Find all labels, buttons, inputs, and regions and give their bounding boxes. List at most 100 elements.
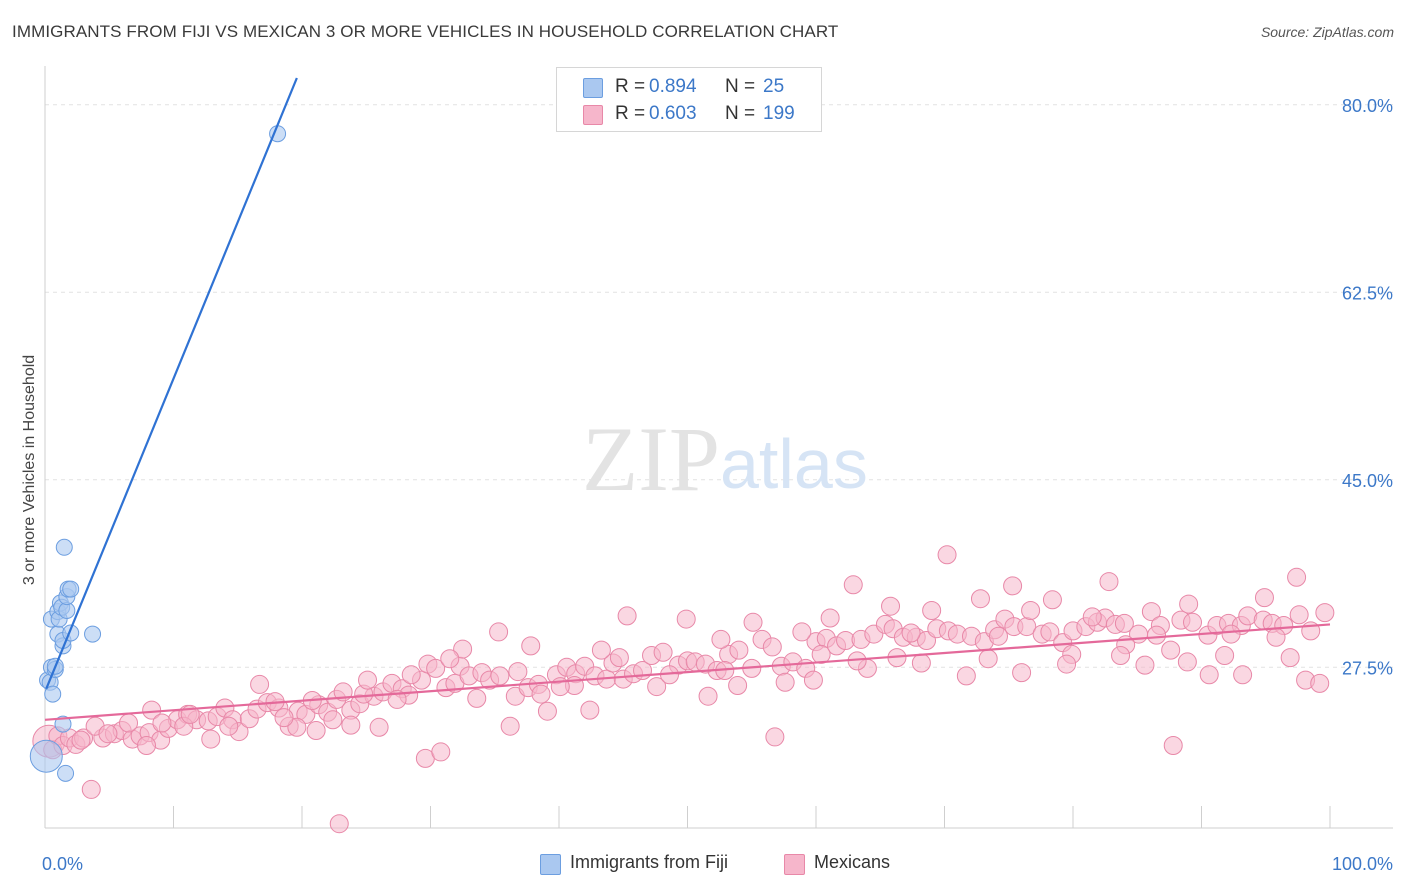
mexicans-point xyxy=(647,677,667,697)
mexicans-point xyxy=(287,717,307,737)
mexicans-point xyxy=(811,644,831,664)
mexicans-point xyxy=(743,612,763,632)
mexicans-point xyxy=(508,662,528,682)
mexicans-point xyxy=(453,639,473,659)
mexicans-point xyxy=(521,636,541,656)
mexicans-point xyxy=(1042,590,1062,610)
mexicans-point xyxy=(531,684,551,704)
mexicans-point xyxy=(440,649,460,669)
mexicans-point xyxy=(467,688,487,708)
fiji-point xyxy=(57,764,75,782)
mexicans-point xyxy=(323,710,343,730)
mexicans-point xyxy=(1135,655,1155,675)
fiji-trend-line xyxy=(45,77,298,690)
mexicans-point xyxy=(119,713,139,733)
legend-row-mexicans: R = 0.603 N = 199 xyxy=(557,101,821,127)
mexicans-point xyxy=(956,666,976,686)
mexicans-point xyxy=(970,589,990,609)
mexicans-point xyxy=(329,814,349,834)
mexicans-point xyxy=(1215,646,1235,665)
source-credit: Source: ZipAtlas.com xyxy=(1260,24,1394,40)
mexicans-point xyxy=(306,721,326,740)
mexicans-point xyxy=(911,653,931,673)
mexicans-point xyxy=(937,545,957,565)
mexicans-point xyxy=(901,623,921,643)
mexicans-point xyxy=(1141,602,1161,622)
mexicans-point xyxy=(431,742,451,762)
n-value: 199 xyxy=(763,103,795,124)
legend-label-mexicans: Mexicans xyxy=(814,852,891,872)
mexicans-point xyxy=(988,626,1008,646)
fiji-point xyxy=(29,739,63,773)
mexicans-trend-line xyxy=(44,623,1331,721)
mexicans-point xyxy=(609,648,629,668)
fiji-point xyxy=(44,685,62,703)
n-label: N = xyxy=(725,103,756,124)
mexicans-point xyxy=(1289,605,1309,625)
mexicans-point xyxy=(803,670,823,690)
r-label: R = xyxy=(615,103,646,124)
mexicans-point xyxy=(1177,652,1197,672)
fiji-swatch xyxy=(583,78,603,98)
mexicans-point xyxy=(489,622,509,642)
mexicans-point xyxy=(401,665,421,685)
mexicans-point xyxy=(98,724,118,744)
mexicans-point xyxy=(1099,572,1119,592)
mexicans-point xyxy=(591,640,611,660)
fiji-point xyxy=(55,538,73,556)
watermark-atlas: atlas xyxy=(720,425,868,503)
mexicans-point xyxy=(698,686,718,706)
correlation-legend: R = 0.894 N = 25 R = 0.603 N = 199 xyxy=(556,67,822,132)
chart-title: IMMIGRANTS FROM FIJI VS MEXICAN 3 OR MOR… xyxy=(12,22,839,41)
mexicans-point xyxy=(490,666,510,686)
mexicans-point xyxy=(1163,736,1183,755)
mexicans-point xyxy=(1003,576,1023,596)
n-label: N = xyxy=(725,76,756,97)
mexicans-point xyxy=(843,575,863,595)
mexicans-swatch xyxy=(583,105,603,125)
y-tick-label: 45.0% xyxy=(1342,471,1393,491)
legend-row-fiji: R = 0.894 N = 25 xyxy=(557,74,821,100)
mexicans-point xyxy=(922,601,942,620)
mexicans-point xyxy=(1183,612,1203,632)
mexicans-points xyxy=(32,545,1335,834)
mexicans-point xyxy=(219,716,239,736)
mexicans-point xyxy=(341,715,361,735)
mexicans-point xyxy=(580,700,600,720)
y-tick-label: 80.0% xyxy=(1342,96,1393,116)
mexicans-point xyxy=(1012,663,1032,683)
mexicans-point xyxy=(1315,603,1335,623)
tick-labels: 27.5% 45.0% 62.5% 80.0% 0.0% 100.0% xyxy=(42,96,1393,874)
mexicans-point xyxy=(1221,624,1241,644)
fiji-point xyxy=(54,715,72,733)
axes xyxy=(44,66,1393,829)
mexicans-point xyxy=(617,606,637,626)
fiji-swatch xyxy=(540,854,561,875)
mexicans-point xyxy=(820,608,840,628)
n-value: 25 xyxy=(763,76,785,97)
mexicans-point xyxy=(1040,622,1060,642)
mexicans-point xyxy=(274,708,294,728)
r-value: 0.603 xyxy=(649,103,697,124)
r-label: R = xyxy=(615,76,646,97)
mexicans-point xyxy=(1233,665,1253,685)
mexicans-point xyxy=(1111,646,1131,665)
mexicans-point xyxy=(250,674,270,694)
mexicans-swatch xyxy=(784,854,805,875)
mexicans-point xyxy=(537,701,557,721)
mexicans-point xyxy=(81,779,101,799)
watermark-zip: ZIP xyxy=(582,408,720,510)
mexicans-point xyxy=(729,640,749,660)
fiji-point xyxy=(84,625,102,643)
mexicans-point xyxy=(775,672,795,692)
mexicans-point xyxy=(728,676,748,695)
r-value: 0.894 xyxy=(649,76,697,97)
mexicans-point xyxy=(1287,567,1307,587)
legend-label-fiji: Immigrants from Fiji xyxy=(570,852,729,872)
mexicans-point xyxy=(792,622,812,642)
mexicans-point xyxy=(1266,627,1286,647)
mexicans-point xyxy=(765,727,785,747)
mexicans-point xyxy=(762,637,782,657)
x-tick-label-min: 0.0% xyxy=(42,854,83,874)
